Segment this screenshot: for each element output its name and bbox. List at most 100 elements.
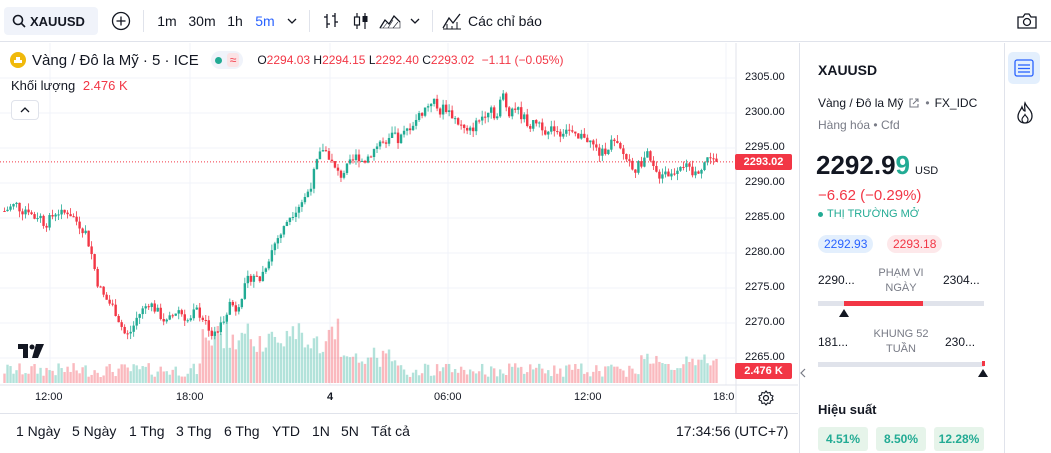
candle [321,150,325,152]
day-range-high: 2304... [943,273,980,287]
candle [264,268,268,272]
range-5y[interactable]: 5N [341,423,359,439]
volume-bar [147,363,150,383]
price-tick: 2265.00 [745,351,785,363]
collapse-legend-button[interactable] [11,100,39,120]
candle [99,286,102,288]
clock[interactable]: 17:34:56 (UTC+7) [676,423,789,439]
candle [610,139,613,150]
volume-bar [649,363,652,383]
volume-bar [18,363,21,383]
volume-bar [532,369,535,383]
range-1d[interactable]: 1 Ngày [16,423,61,439]
perf-3m[interactable]: 12.28% [934,427,984,451]
volume-bar [441,367,445,383]
range-all[interactable]: Tất cả [371,423,410,439]
candle [18,202,21,212]
range-ytd[interactable]: YTD [272,423,300,439]
volume-bar [195,374,198,383]
volume-bar [628,365,631,383]
candle [93,254,96,270]
volume-bar [96,372,99,383]
volume-bar [390,361,394,383]
bar-style-button[interactable] [318,7,344,35]
candle [333,161,337,168]
candle [459,124,463,126]
volume-bar [462,369,466,383]
candle [63,209,66,213]
volume-bar [156,371,159,383]
range-5d[interactable]: 5 Ngày [72,423,117,439]
symbol-description: Vàng / Đô la Mỹ · 5 · ICE [32,51,199,69]
volume-bar [114,376,117,383]
gear-icon [758,390,774,406]
volume-bar [93,370,96,383]
indicators-icon [442,13,461,30]
range-1m[interactable]: 1 Thg [129,423,165,439]
interval-5m[interactable]: 5m [255,13,275,29]
perf-1m[interactable]: 8.50% [876,427,926,451]
symbol-search-button[interactable]: XAUUSD [4,7,98,35]
chart-settings-button[interactable] [758,390,774,411]
candle [438,108,442,115]
range-3m[interactable]: 3 Thg [176,423,212,439]
candle [357,154,361,162]
candle [703,162,706,170]
hotlists-button[interactable] [1012,98,1038,128]
candle [550,126,553,132]
snapshot-button[interactable] [1014,7,1040,35]
price-last-digit: 9 [895,150,910,180]
candle [676,170,679,174]
volume-bar [303,347,307,383]
range-1y[interactable]: 1N [312,423,330,439]
bid-chip: 2292.93 [818,235,874,253]
close-value: 2293.02 [430,53,475,67]
volume-bar [312,338,316,383]
volume-bar [508,363,511,383]
panel-expand-handle[interactable] [799,366,807,380]
tradingview-logo[interactable] [18,342,46,365]
candle [649,151,652,161]
volume-bar [357,362,361,383]
candle [261,271,265,282]
indicators-button[interactable]: Các chỉ báo [442,7,548,35]
volume-bar [24,373,27,383]
details-symbol[interactable]: XAUUSD [818,62,878,78]
candle [426,106,430,108]
volume-bar [706,363,709,383]
candle [456,118,460,125]
market-status-toggle[interactable]: ≈ [210,51,244,69]
candle [562,133,565,137]
volume-bar [589,376,592,383]
volume-bar [429,375,433,383]
volume-bar [571,369,574,383]
candles-style-button[interactable] [348,7,374,35]
external-link-icon[interactable] [908,97,920,109]
volume-bar [297,323,301,383]
range-6m[interactable]: 6 Thg [224,423,260,439]
chart-type-dropdown[interactable] [406,7,424,35]
volume-bar [279,343,283,383]
candle [195,307,198,310]
candle [117,315,120,323]
volume-bar [607,366,610,383]
watchlist-button[interactable] [1008,52,1040,84]
interval-30m[interactable]: 30m [188,13,216,29]
details-exchange[interactable]: FX_IDC [934,96,978,110]
interval-1h[interactable]: 1h [227,13,243,29]
currency: USD [915,165,939,177]
price-chart[interactable] [0,43,798,413]
candle [607,149,610,155]
candle [138,314,141,318]
52wk-label-2: TUẦN [886,343,916,355]
perf-1w[interactable]: 4.51% [818,427,868,451]
area-style-button[interactable] [377,7,403,35]
interval-1m[interactable]: 1m [157,13,177,29]
volume-bar [601,376,604,383]
volume-bar [84,365,87,383]
interval-dropdown[interactable] [283,7,301,35]
compare-add-button[interactable] [108,7,134,35]
volume-bar [676,368,679,383]
candle [75,216,78,222]
volume-bar [432,375,436,383]
